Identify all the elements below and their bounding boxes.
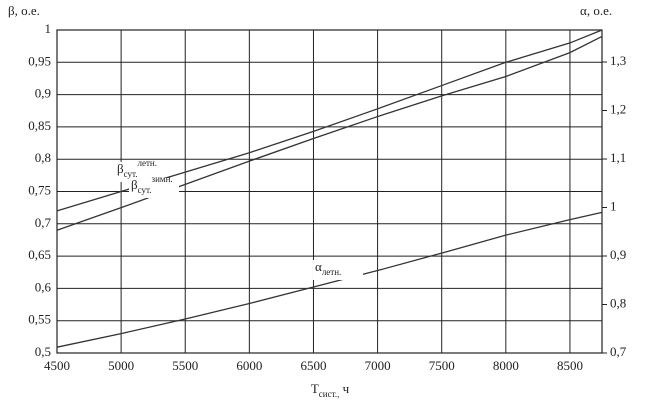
x-tick-label: 6500 — [300, 358, 326, 373]
y-tick-label: 0,95 — [28, 53, 51, 68]
y2-tick-label: 1,2 — [610, 101, 626, 116]
y2-axis-title-tail: , о.е. — [587, 3, 612, 18]
y2-tick-label: 0,9 — [610, 247, 626, 262]
y-axis-title: β, о.е. — [8, 3, 40, 18]
y-tick-label: 0,5 — [35, 344, 51, 359]
series-label-sub: сут. — [124, 169, 138, 179]
x-axis-title: Tсист., ч — [311, 381, 350, 399]
series-line — [56, 35, 603, 231]
series-label: βсут.летн. — [117, 158, 157, 179]
y-tick-label: 0,7 — [35, 215, 52, 230]
label-bg — [129, 178, 179, 198]
series-label-sup: зимн. — [152, 174, 173, 184]
series-label-sub: летн. — [322, 267, 342, 277]
y-tick-label: 0,8 — [35, 150, 51, 165]
x-tick-label: 8000 — [493, 358, 519, 373]
x-tick-label: 4500 — [44, 358, 70, 373]
x-tick-label: 7000 — [365, 358, 391, 373]
x-tick-label: 7500 — [429, 358, 455, 373]
y-tick-label: 0,75 — [28, 182, 51, 197]
x-axis-title-tail: ч — [339, 381, 349, 396]
y2-tick-label: 0,7 — [610, 344, 627, 359]
x-tick-label: 8500 — [557, 358, 583, 373]
y-axis-title-main: β — [8, 3, 15, 18]
series-label-main: α — [315, 259, 322, 274]
y-tick-label: 0,65 — [28, 247, 51, 262]
x-axis-title-main: T — [311, 381, 319, 396]
y-tick-label: 0,55 — [28, 312, 51, 327]
x-tick-label: 5500 — [172, 358, 198, 373]
label-bg — [115, 162, 165, 182]
series-label-sup: летн. — [138, 158, 158, 168]
x-tick-label: 6000 — [236, 358, 262, 373]
y2-tick-label: 1,1 — [610, 150, 626, 165]
y-tick-label: 0,85 — [28, 118, 51, 133]
series-label: αлетн. — [315, 259, 341, 277]
x-tick-label: 5000 — [108, 358, 134, 373]
x-axis-title-sub: сист., — [319, 389, 340, 399]
label-bg — [313, 260, 363, 280]
y2-axis-title: α, о.е. — [580, 3, 612, 18]
y-tick-label: 1 — [45, 21, 52, 36]
series-label-main: β — [117, 161, 124, 176]
y2-tick-label: 0,8 — [610, 295, 626, 310]
y-axis-title-tail: , о.е. — [15, 3, 40, 18]
series-label-sub: сут. — [138, 185, 152, 195]
y-tick-label: 0,9 — [35, 86, 51, 101]
y2-axis-title-main: α — [580, 3, 587, 18]
series-label-main: β — [131, 177, 138, 192]
series-label: βсут.зимн. — [131, 174, 173, 195]
y2-tick-label: 1,3 — [610, 53, 626, 68]
y2-tick-label: 1 — [610, 198, 617, 213]
y-tick-label: 0,6 — [35, 279, 52, 294]
